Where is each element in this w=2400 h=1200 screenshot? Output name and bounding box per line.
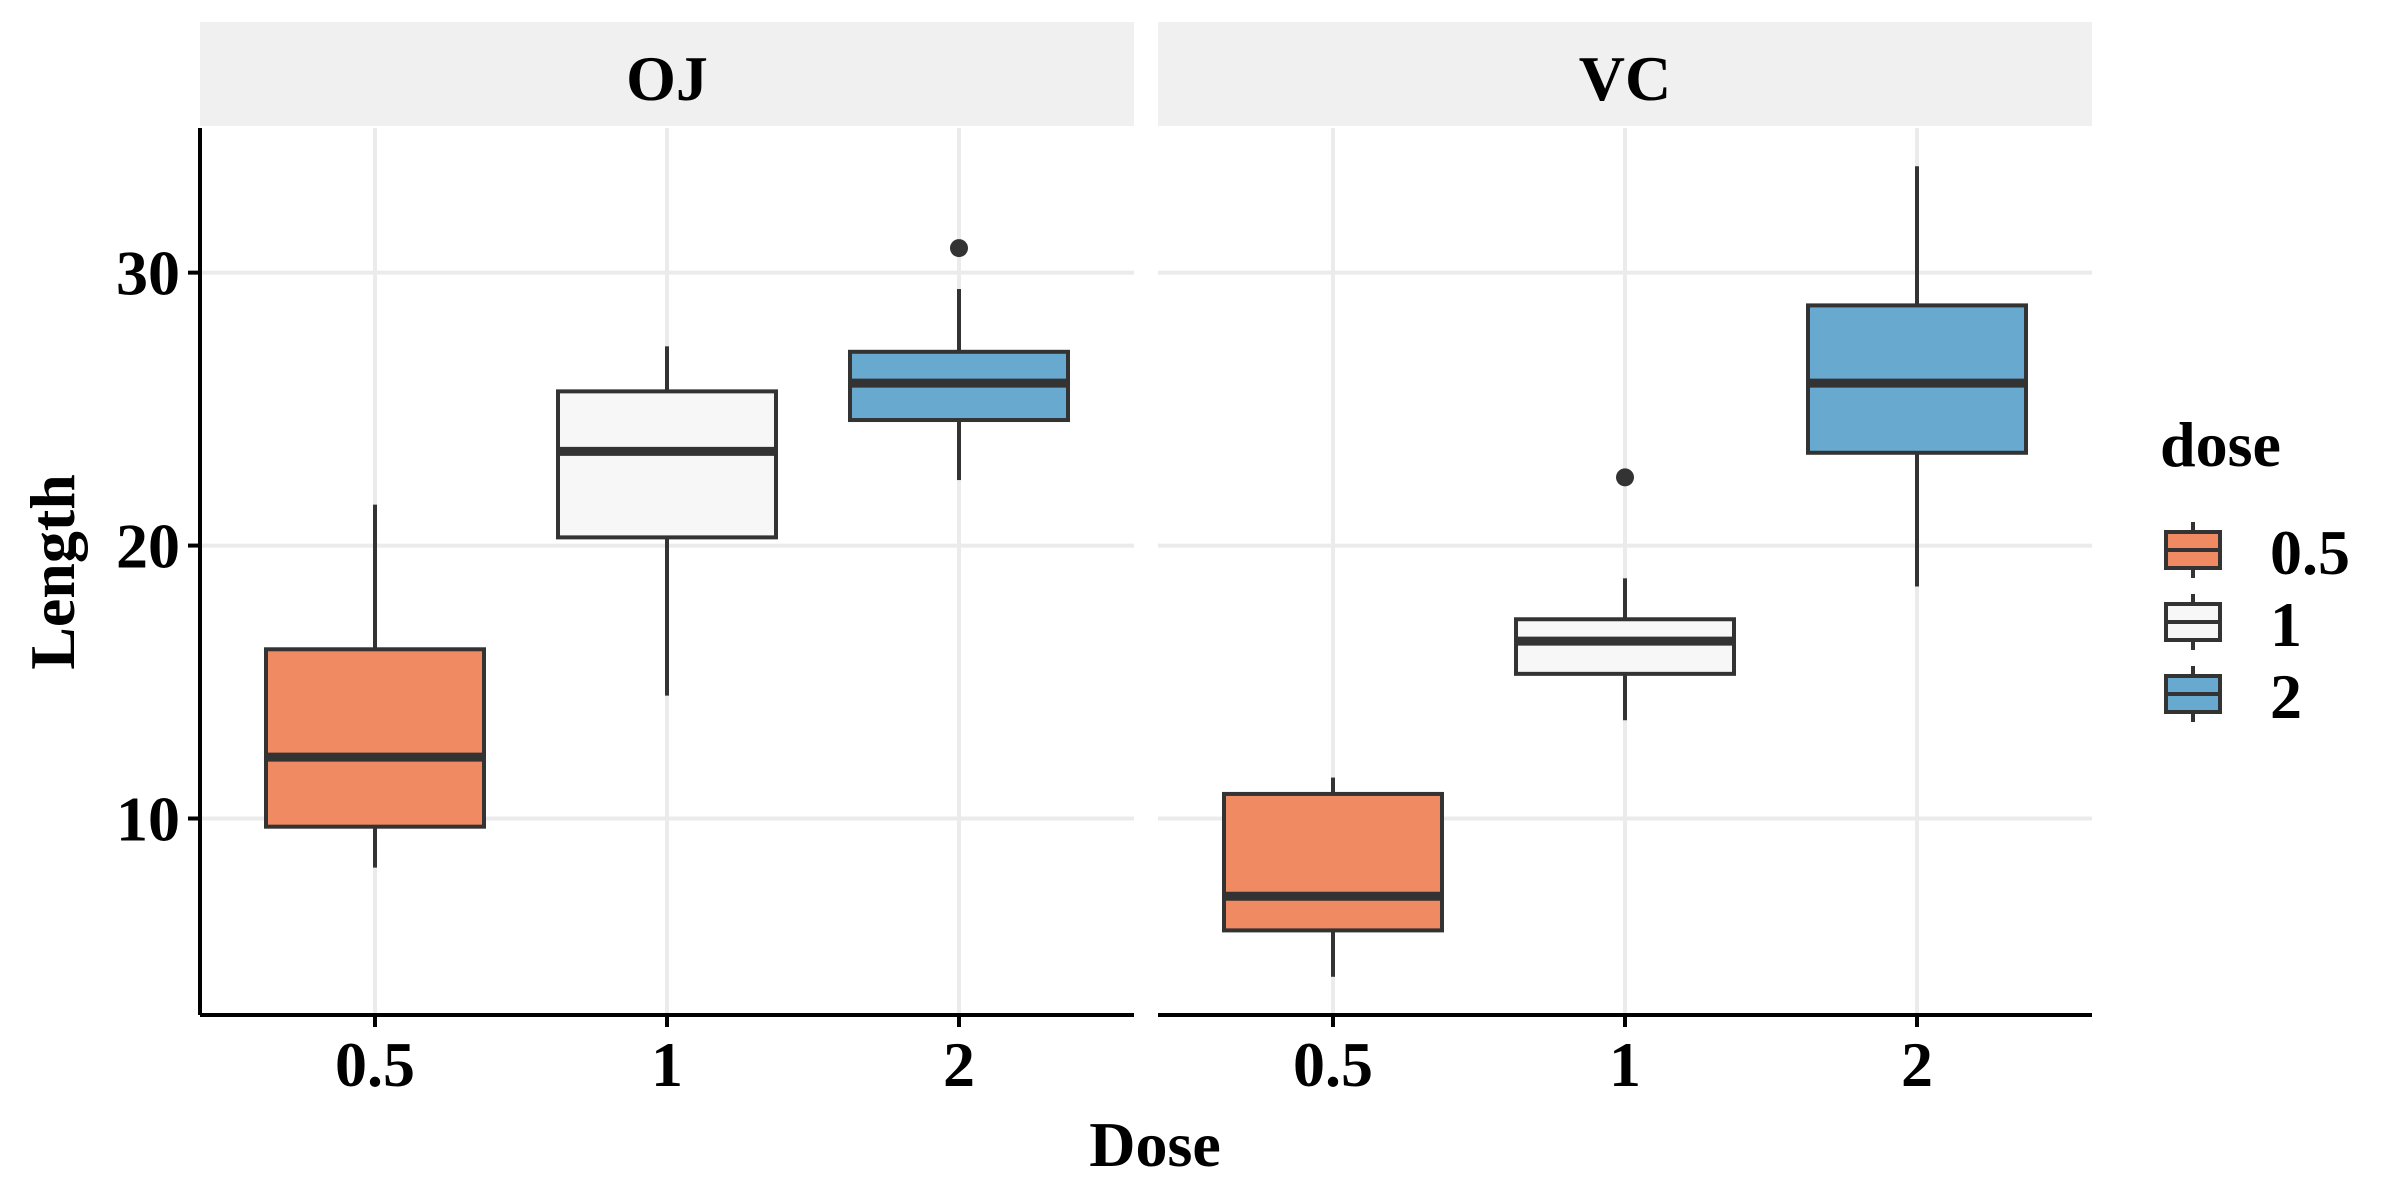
x-axis-title: Dose [1089, 1109, 1221, 1180]
legend-label: 2 [2270, 661, 2302, 732]
facet-panel-vc: VC [1158, 22, 2092, 1015]
y-tick-label: 20 [116, 511, 180, 582]
box-oj-0_5 [264, 504, 486, 868]
facet-strip [1158, 22, 2092, 126]
y-axis: 10 20 30 [116, 128, 202, 1015]
box-vc-1 [1514, 468, 1736, 721]
legend-key-2 [2164, 666, 2222, 722]
legend-key-1 [2164, 594, 2222, 650]
x-tick-label: 0.5 [335, 1029, 415, 1100]
facet-strip [200, 22, 1134, 126]
y-axis-title: Length [17, 474, 88, 670]
legend-title: dose [2160, 409, 2281, 480]
outlier-point [950, 239, 968, 258]
x-tick-label: 1 [1609, 1029, 1641, 1100]
y-tick-label: 10 [116, 783, 180, 854]
facet-strip-label: VC [1579, 43, 1671, 114]
facet-panel-oj: OJ [200, 22, 1134, 1015]
box-iqr [264, 647, 486, 829]
box-oj-1 [556, 346, 778, 696]
box-iqr [556, 389, 778, 540]
x-tick-label: 2 [1901, 1029, 1933, 1100]
legend: dose 0.512 [2160, 409, 2350, 732]
y-tick-label: 30 [116, 238, 180, 309]
box-oj-2 [848, 239, 1070, 481]
box-vc-2 [1806, 166, 2028, 587]
facet-strip-label: OJ [626, 43, 708, 114]
x-tick-label: 0.5 [1293, 1029, 1373, 1100]
legend-label: 0.5 [2270, 517, 2350, 588]
box-iqr [1514, 617, 1736, 676]
facet-panels: OJ VC [200, 22, 2092, 1015]
box-vc-0_5 [1222, 777, 1444, 977]
x-tick-label: 2 [943, 1029, 975, 1100]
box-iqr [1222, 791, 1444, 933]
x-tick-label: 1 [651, 1029, 683, 1100]
legend-label: 1 [2270, 589, 2302, 660]
x-axis: 0.5 1 2 0.5 1 2 [200, 1013, 2092, 1100]
outlier-point [1616, 468, 1634, 487]
legend-key-0_5 [2164, 522, 2222, 578]
